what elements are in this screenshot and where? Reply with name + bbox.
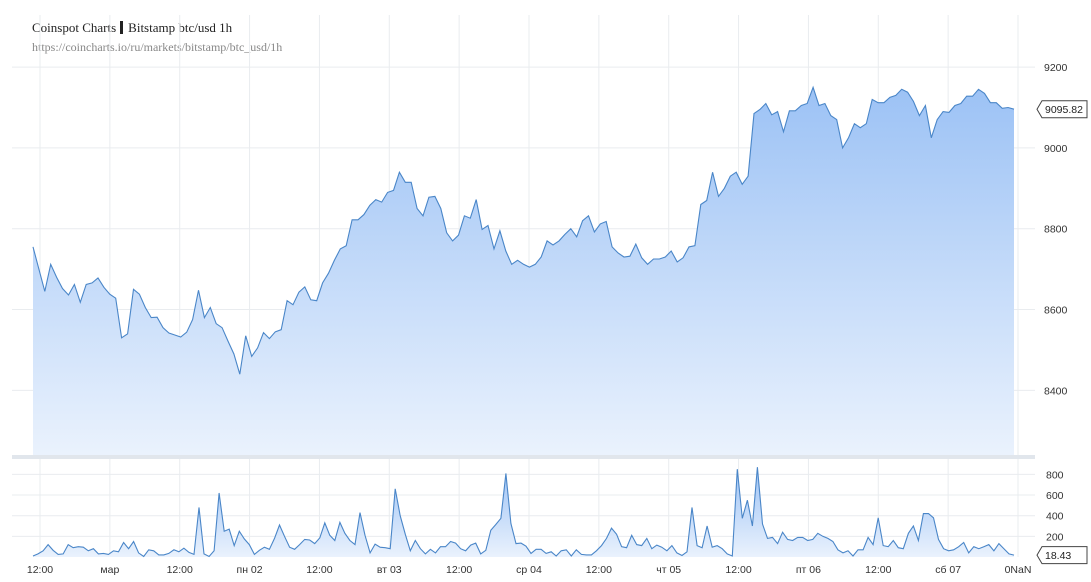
volume-area xyxy=(33,467,1014,557)
brand-label: Coinspot Charts xyxy=(32,20,117,35)
x-tick-label: вт 03 xyxy=(377,564,402,576)
volume-series xyxy=(32,467,1015,558)
volume-tick-label: 600 xyxy=(1046,490,1064,502)
price-tick-label: 8600 xyxy=(1044,305,1068,317)
last-price-badge-label: 9095.82 xyxy=(1045,104,1083,116)
x-tick-label: сб 07 xyxy=(935,564,961,576)
last-price-badge-box xyxy=(1036,100,1088,119)
price-line xyxy=(32,85,1015,375)
x-tick-label: 12:00 xyxy=(446,564,472,576)
x-tick-label: 12:00 xyxy=(586,564,612,576)
x-tick-label: 0NaN xyxy=(1005,564,1032,576)
price-tick-label: 8800 xyxy=(1044,224,1068,236)
x-tick-label: 12:00 xyxy=(725,564,751,576)
x-tick-label: 12:00 xyxy=(306,564,332,576)
last-volume-badge-label: 18.43 xyxy=(1045,550,1071,562)
price-area xyxy=(33,87,1014,456)
volume-line xyxy=(32,467,1015,558)
volume-tick-label: 800 xyxy=(1046,469,1064,481)
x-tick-label: пн 02 xyxy=(237,564,263,576)
title-separator xyxy=(120,21,124,34)
volume-tick-label: 200 xyxy=(1046,531,1064,543)
axes: 12:00 мар 12:00 пн 02 12:00 вт 03 12:00 ср 04 12… xyxy=(27,62,1088,576)
x-tick-label: чт 05 xyxy=(656,564,681,576)
x-tick-label: 12:00 xyxy=(167,564,193,576)
price-tick-label: 8400 xyxy=(1044,385,1068,397)
x-tick-label: пт 06 xyxy=(796,564,821,576)
volume-tick-label: 400 xyxy=(1046,511,1064,523)
panel-separator xyxy=(12,455,1035,459)
price-tick-label: 9000 xyxy=(1044,143,1068,155)
x-tick-label: ср 04 xyxy=(516,564,542,576)
last-volume-badge-box xyxy=(1036,546,1088,565)
x-tick-label: 12:00 xyxy=(27,564,53,576)
price-series xyxy=(32,85,1015,456)
source-url[interactable]: https://coincharts.io/ru/markets/bitstam… xyxy=(32,40,283,54)
x-tick-label: 12:00 xyxy=(865,564,891,576)
x-tick-label: мар xyxy=(100,564,119,576)
price-tick-label: 9200 xyxy=(1044,62,1068,74)
